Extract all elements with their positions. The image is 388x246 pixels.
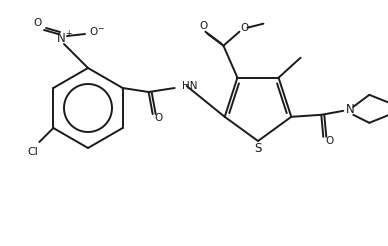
Text: O: O <box>89 27 97 37</box>
Text: Cl: Cl <box>27 147 38 157</box>
Text: −: − <box>97 25 103 33</box>
Text: O: O <box>199 21 208 31</box>
Text: O: O <box>33 18 41 28</box>
Text: N: N <box>346 103 355 116</box>
Text: O: O <box>154 113 163 123</box>
Text: O: O <box>325 136 333 146</box>
Text: N: N <box>57 31 65 45</box>
Text: S: S <box>254 142 262 155</box>
Text: HN: HN <box>182 81 197 91</box>
Text: O: O <box>240 23 249 33</box>
Text: +: + <box>65 29 71 37</box>
